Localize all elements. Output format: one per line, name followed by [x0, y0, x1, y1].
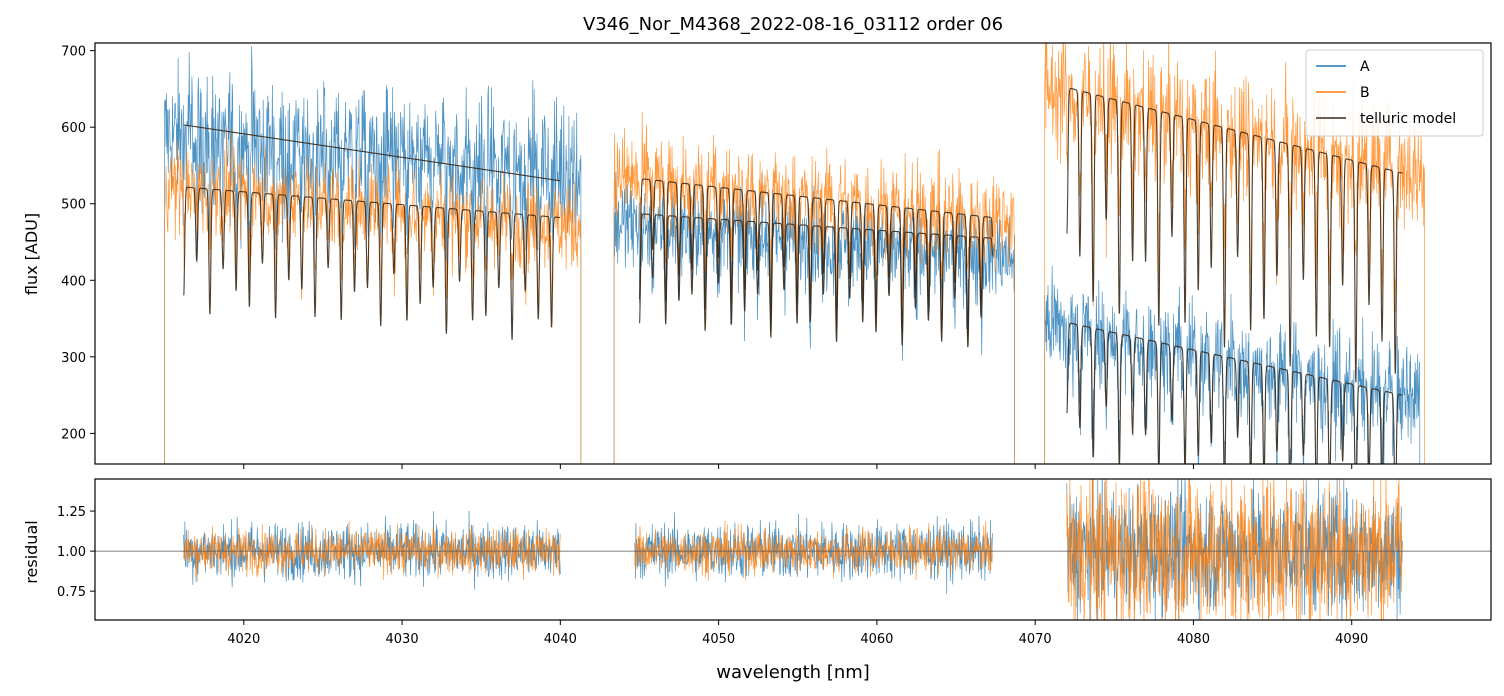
telluric-model-segment-3	[638, 213, 993, 348]
flux-y-tick-label: 200	[61, 427, 86, 442]
flux-y-ticks: 200 300 400 500 600 700	[61, 45, 95, 442]
flux-series-b-segment-0	[164, 128, 582, 464]
flux-y-tick-label: 400	[61, 274, 86, 289]
legend-label-b: B	[1360, 85, 1370, 101]
residual-y-tick-label: 1.00	[57, 545, 86, 560]
chart-title: V346_Nor_M4368_2022-08-16_03112 order 06	[583, 14, 1003, 35]
residual-y-label: residual	[22, 520, 41, 583]
residual-plot-area	[95, 479, 1491, 620]
flux-y-tick-label: 600	[61, 121, 86, 136]
residual-x-tick-label: 4090	[1335, 632, 1368, 647]
flux-series-a-segment-0	[164, 46, 582, 464]
telluric-model-segment-5	[1066, 322, 1403, 464]
flux-plot-area	[164, 43, 1425, 464]
residual-x-tick-label: 4070	[1019, 632, 1052, 647]
x-axis-label: wavelength [nm]	[716, 662, 870, 683]
flux-axes-frame	[94, 42, 1492, 465]
flux-series-b-segment-2	[1044, 43, 1425, 464]
residual-x-tick-label: 4040	[544, 632, 577, 647]
legend-box	[1305, 49, 1484, 137]
telluric-model-segment-4	[1066, 87, 1403, 383]
flux-y-tick-label: 300	[61, 351, 86, 366]
residual-x-tick-label: 4060	[860, 632, 893, 647]
residual-x-tick-label: 4080	[1177, 632, 1210, 647]
telluric-model-segment-0	[183, 124, 561, 182]
legend-label-telluric: telluric model	[1360, 111, 1456, 127]
residual-x-tick-label: 4050	[702, 632, 735, 647]
flux-y-tick-label: 700	[61, 45, 86, 60]
residual-y-ticks: 0.75 1.00 1.25	[57, 505, 95, 600]
flux-x-ticks	[243, 464, 1353, 469]
flux-y-label: flux [ADU]	[22, 213, 41, 295]
residual-x-ticks: 4020 4030 4040 4050 4060 4070 4080 4090	[227, 620, 1368, 647]
residual-y-tick-label: 1.25	[57, 505, 86, 520]
telluric-model-segment-2	[638, 178, 993, 337]
residual-series-b-segment-1	[634, 520, 993, 581]
residual-x-tick-label: 4030	[386, 632, 419, 647]
residual-series-b-segment-2	[1066, 479, 1403, 620]
residual-series-b-segment-0	[183, 520, 561, 582]
residual-axes-frame	[94, 478, 1492, 621]
telluric-model-segment-1	[183, 186, 561, 340]
flux-y-tick-label: 500	[61, 198, 86, 213]
residual-y-tick-label: 0.75	[57, 585, 86, 600]
legend: A B telluric model	[1305, 49, 1484, 137]
legend-label-a: A	[1360, 59, 1370, 75]
residual-x-tick-label: 4020	[227, 632, 260, 647]
